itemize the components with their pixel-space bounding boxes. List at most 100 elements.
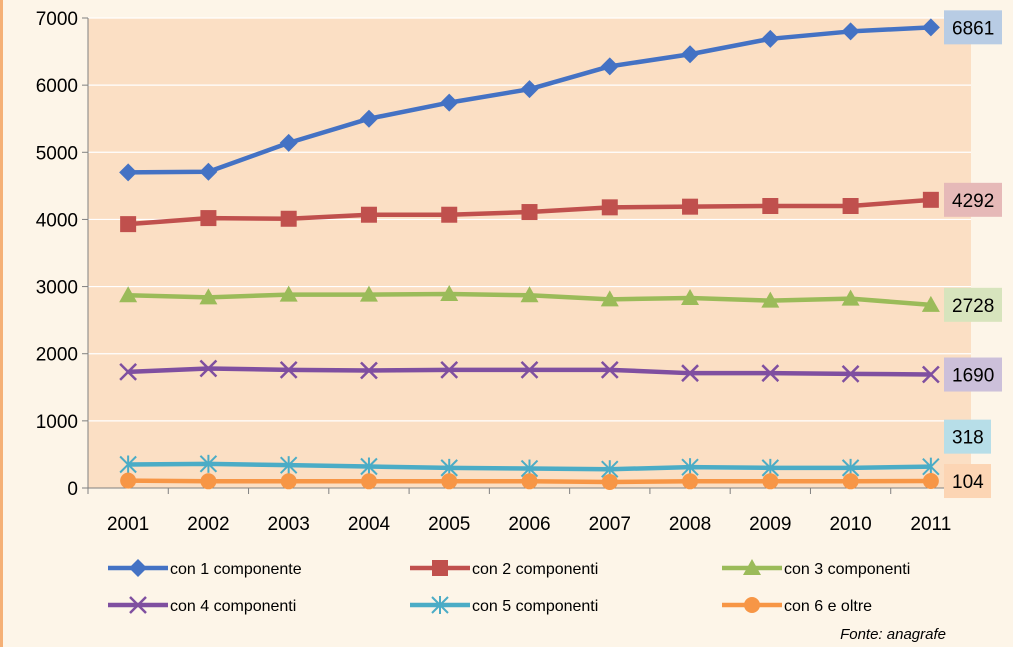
x-tick-label: 2011 (910, 514, 951, 535)
source-note: Fonte: anagrafe (840, 626, 946, 643)
marker-stroke (520, 360, 539, 379)
marker-stroke (129, 596, 147, 614)
y-tick-label: 2000 (36, 345, 78, 366)
marker-stroke (841, 364, 860, 383)
data-point (842, 473, 859, 490)
data-point (922, 191, 939, 208)
data-point (762, 473, 779, 490)
legend-item-4: con 4 componenti (108, 596, 296, 615)
legend-label: con 5 componenti (472, 598, 598, 615)
x-tick-label: 2004 (348, 514, 391, 535)
data-point (360, 361, 378, 380)
data-point (921, 365, 940, 384)
data-point (279, 360, 298, 379)
legend-marker (129, 596, 147, 614)
end-label-text: 6861 (952, 18, 994, 39)
data-point (681, 458, 699, 477)
end-label-text: 2728 (952, 296, 994, 317)
end-label-box (944, 464, 991, 499)
series-3 (119, 284, 940, 312)
marker-stroke (761, 364, 780, 383)
legend-marker (431, 596, 449, 614)
data-point (279, 285, 298, 302)
data-point (360, 206, 377, 223)
data-point (921, 18, 940, 37)
data-point (440, 93, 459, 112)
end-label-box (944, 357, 1002, 392)
end-label-3: 2728 (944, 287, 1002, 322)
data-point (761, 29, 780, 48)
data-point (440, 360, 459, 379)
legend-item-1: con 1 componente (108, 559, 302, 578)
data-point (119, 286, 138, 303)
end-label-5: 318 (944, 419, 991, 454)
end-label-box (944, 287, 1002, 322)
data-point (280, 210, 297, 227)
data-point (440, 284, 459, 301)
legend-marker (744, 597, 760, 613)
series-5 (119, 454, 940, 479)
data-point (279, 456, 298, 475)
series-group (119, 18, 940, 490)
data-point (681, 288, 700, 305)
x-tick-label: 2002 (187, 514, 229, 535)
end-label-2: 4292 (944, 182, 1002, 217)
data-point (922, 473, 939, 490)
data-point (922, 457, 940, 476)
data-point (200, 210, 217, 227)
legend-item-2: con 2 componenti (410, 560, 598, 578)
y-tick-label: 1000 (36, 412, 78, 433)
data-point (520, 286, 539, 303)
legend-label: con 3 componenti (784, 561, 910, 578)
data-point (441, 473, 458, 490)
legend-marker (743, 559, 761, 575)
data-point (359, 109, 378, 128)
data-point (600, 290, 619, 307)
y-tick-label: 7000 (36, 9, 78, 30)
x-tick-label: 2007 (589, 514, 631, 535)
marker-stroke (360, 361, 378, 380)
data-point (119, 455, 137, 474)
data-point (842, 198, 859, 214)
data-point (360, 457, 378, 476)
series-4 (119, 359, 940, 384)
end-value-labels: 6861 4292 2728 1690 318 104 (944, 10, 1002, 499)
x-tick-label: 2005 (428, 514, 470, 535)
y-tick-label: 4000 (36, 210, 78, 231)
data-point (841, 22, 860, 41)
data-point (199, 162, 218, 181)
end-label-box (944, 419, 991, 454)
legend-label: con 1 componente (170, 561, 302, 578)
data-point (199, 288, 218, 305)
data-point (682, 198, 699, 215)
data-point (681, 45, 700, 64)
data-point (520, 360, 539, 379)
data-point (120, 216, 137, 233)
series-1 (119, 18, 940, 182)
y-tick-label: 6000 (36, 76, 78, 97)
data-point (360, 473, 377, 490)
data-point (520, 80, 539, 99)
marker-stroke (600, 360, 619, 379)
y-tick-label: 3000 (36, 278, 78, 299)
data-point (521, 473, 538, 490)
data-point (682, 473, 699, 490)
data-point (200, 473, 217, 490)
data-point (280, 473, 297, 490)
end-label-text: 1690 (952, 366, 994, 387)
x-tick-label: 2008 (669, 514, 711, 535)
legend-item-5: con 5 componenti (410, 596, 598, 615)
data-point (761, 364, 780, 383)
end-label-text: 4292 (952, 191, 994, 212)
marker-stroke (921, 365, 940, 384)
legend-marker (129, 559, 147, 577)
data-point (841, 364, 860, 383)
x-axis-ticks: 2001 2002 2003 2004 2005 2006 2007 2008 2009 2010… (87, 488, 972, 535)
x-tick-label: 2001 (107, 514, 149, 535)
end-label-1: 6861 (944, 10, 1002, 45)
x-tick-label: 2006 (508, 514, 550, 535)
left-border (0, 0, 3, 647)
data-point (199, 454, 218, 473)
y-tick-label: 0 (67, 479, 78, 500)
data-point (279, 133, 298, 152)
